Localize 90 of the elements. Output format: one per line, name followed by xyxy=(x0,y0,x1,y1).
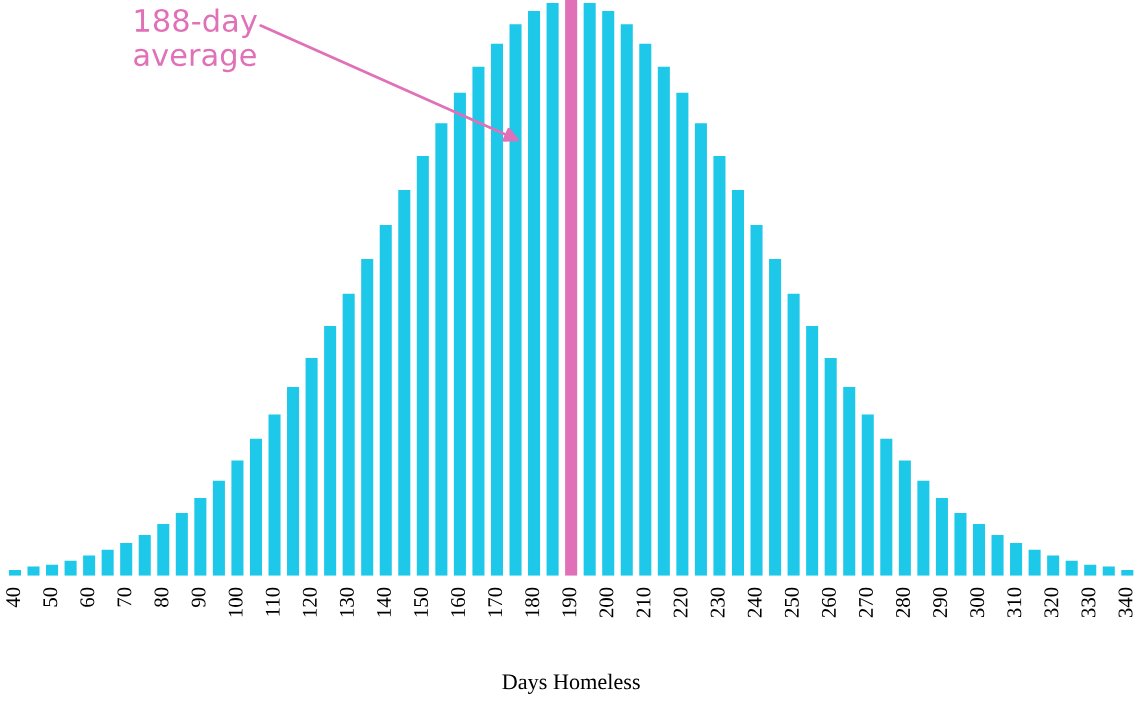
bar xyxy=(138,534,151,576)
x-tick-label: 140 xyxy=(376,587,391,617)
bar xyxy=(287,386,300,576)
bar xyxy=(843,386,856,576)
bar xyxy=(565,0,578,576)
bar xyxy=(750,225,763,576)
bar xyxy=(472,66,485,576)
x-tick-label: 250 xyxy=(784,587,799,618)
bar xyxy=(231,460,244,576)
x-tick-label: 270 xyxy=(858,587,873,618)
bar xyxy=(583,2,596,576)
x-tick-label: 120 xyxy=(302,587,317,617)
x-tick-label: 160 xyxy=(451,587,466,617)
bar xyxy=(1010,542,1023,576)
bar xyxy=(398,190,411,576)
bar xyxy=(880,438,893,576)
bar xyxy=(83,555,96,576)
x-tick-label: 340 xyxy=(1118,587,1133,618)
bar xyxy=(528,10,541,576)
bar xyxy=(620,24,633,576)
bar xyxy=(861,414,874,576)
bar xyxy=(1065,560,1078,576)
x-tick-label: 240 xyxy=(747,587,762,618)
x-tick-label: 50 xyxy=(43,587,58,607)
x-tick-label: 320 xyxy=(1044,587,1059,618)
x-axis-title: Days Homeless xyxy=(502,673,640,694)
bar xyxy=(546,2,559,576)
bar xyxy=(898,460,911,576)
bar xyxy=(1084,564,1097,576)
bar xyxy=(361,259,374,576)
x-tick-label: 290 xyxy=(933,587,948,618)
bar xyxy=(935,498,948,576)
bar xyxy=(379,225,392,576)
bar xyxy=(991,534,1004,576)
bar xyxy=(731,190,745,576)
bar xyxy=(268,414,281,576)
bar xyxy=(954,513,967,576)
x-tick-label: 70 xyxy=(117,587,132,607)
x-tick-label: 110 xyxy=(265,587,280,616)
bar xyxy=(64,560,77,576)
x-tick-label: 150 xyxy=(413,587,429,617)
bar xyxy=(769,259,782,576)
x-tick-label: 90 xyxy=(191,587,206,608)
bar xyxy=(120,542,133,576)
bar xyxy=(657,66,670,576)
bar xyxy=(676,92,689,576)
x-tick-label: 260 xyxy=(821,587,836,618)
x-tick-label: 100 xyxy=(228,587,243,617)
bar xyxy=(27,566,40,576)
bar xyxy=(787,293,800,576)
bar xyxy=(602,10,615,576)
x-tick-label: 210 xyxy=(636,587,651,618)
bar xyxy=(435,123,448,576)
x-tick-label: 330 xyxy=(1081,587,1096,618)
bar xyxy=(157,523,170,576)
bar xyxy=(824,358,837,576)
bar xyxy=(46,564,59,576)
bar xyxy=(305,358,318,576)
bar xyxy=(194,498,207,576)
x-tick-label: 280 xyxy=(896,587,911,618)
x-tick-label: 190 xyxy=(562,587,577,617)
x-tick-label: 40 xyxy=(6,587,21,608)
bar xyxy=(1028,549,1041,576)
bar xyxy=(806,325,819,576)
bar xyxy=(249,438,262,576)
x-tick-label: 170 xyxy=(488,587,503,617)
x-tick-label: 80 xyxy=(154,587,169,607)
bar xyxy=(917,480,930,576)
bar xyxy=(324,325,337,576)
bar xyxy=(212,480,225,576)
bar xyxy=(175,513,188,576)
bar xyxy=(972,523,986,576)
bar xyxy=(694,123,707,576)
bar xyxy=(416,156,429,576)
annotation: 188-day average xyxy=(134,8,257,73)
x-tick-label: 230 xyxy=(710,587,725,618)
x-tick-label: 200 xyxy=(599,587,614,618)
x-tick-label: 310 xyxy=(1007,587,1022,618)
x-tick-label: 300 xyxy=(970,587,985,618)
bar xyxy=(342,293,355,576)
bar xyxy=(1047,555,1060,576)
bar xyxy=(453,92,466,576)
x-tick-label: 130 xyxy=(339,587,354,617)
bar xyxy=(713,156,726,576)
x-tick-label: 180 xyxy=(525,587,540,617)
x-tick-label: 220 xyxy=(673,587,688,618)
bar xyxy=(101,549,114,576)
bar xyxy=(639,43,652,576)
bar xyxy=(490,43,504,576)
x-tick-label: 60 xyxy=(80,587,95,607)
